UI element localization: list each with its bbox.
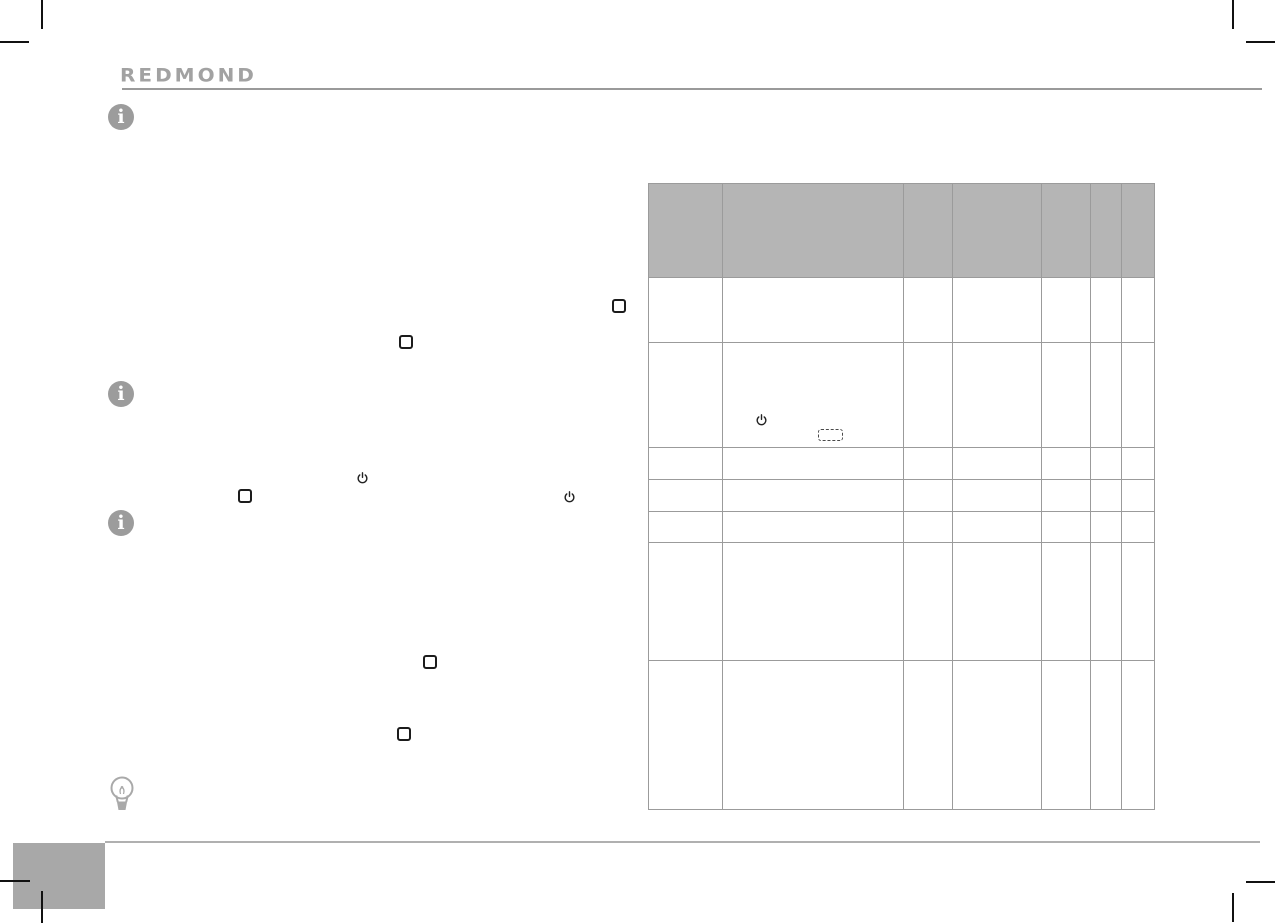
power-icon <box>755 414 768 427</box>
table-cell <box>648 447 723 480</box>
table-cell <box>648 342 723 448</box>
table-cell <box>903 660 953 810</box>
table-row <box>648 479 1155 512</box>
crop-mark-bottom-right-horizontal <box>1246 881 1275 883</box>
table-cell <box>722 277 904 343</box>
table-cell <box>952 277 1042 343</box>
table-cell <box>952 447 1042 480</box>
crop-mark-top-left-vertical <box>41 0 43 29</box>
table-header-cell <box>1041 183 1091 278</box>
button-icon <box>238 489 252 503</box>
info-icon-glyph: i <box>117 105 125 128</box>
table-cell <box>648 542 723 661</box>
crop-mark-top-right-horizontal <box>1246 41 1275 43</box>
table-cell <box>1090 342 1122 448</box>
table-cell <box>722 660 904 810</box>
table-row <box>648 542 1155 661</box>
table-header-cell <box>648 183 723 278</box>
button-icon <box>423 655 437 669</box>
info-icon-glyph: i <box>117 511 125 534</box>
power-icon <box>356 472 369 485</box>
table-cell <box>1041 447 1091 480</box>
crop-mark-bottom-left-horizontal <box>0 880 30 882</box>
crop-mark-top-right-vertical <box>1232 0 1234 29</box>
table-cell <box>722 479 904 512</box>
table-cell <box>1090 660 1122 810</box>
table-cell <box>1041 342 1091 448</box>
table-cell <box>1121 447 1155 480</box>
table-cell <box>1121 277 1155 343</box>
table-cell <box>1121 479 1155 512</box>
table-header-row <box>648 183 1155 278</box>
table-row <box>648 660 1155 810</box>
table-row <box>648 511 1155 543</box>
table-cell <box>648 277 723 343</box>
table-cell <box>1121 342 1155 448</box>
table-cell <box>903 479 953 512</box>
table-cell <box>1041 479 1091 512</box>
crop-mark-bottom-right-vertical <box>1232 893 1234 922</box>
table-cell <box>1121 542 1155 661</box>
table-cell <box>1090 447 1122 480</box>
table-cell <box>1090 511 1122 543</box>
table-cell <box>1121 660 1155 810</box>
programs-table <box>648 183 1155 810</box>
footer-rule <box>105 841 1260 843</box>
button-icon <box>612 299 626 313</box>
header-rule <box>122 88 1262 90</box>
table-cell <box>952 660 1042 810</box>
table-cell <box>722 542 904 661</box>
table-row <box>648 277 1155 343</box>
table-cell <box>952 542 1042 661</box>
table-cell <box>648 479 723 512</box>
table-cell <box>903 277 953 343</box>
table-cell <box>648 511 723 543</box>
table-header-cell <box>952 183 1042 278</box>
table-cell <box>1121 511 1155 543</box>
table-cell <box>1041 511 1091 543</box>
table-cell <box>1041 542 1091 661</box>
redmond-logo: REDMOND <box>120 63 257 87</box>
table-cell <box>722 511 904 543</box>
page-number-box <box>13 843 105 909</box>
info-icon: i <box>108 381 134 407</box>
table-cell <box>1041 277 1091 343</box>
table-header-cell <box>722 183 904 278</box>
table-cell <box>952 511 1042 543</box>
table-cell <box>952 342 1042 448</box>
button-icon <box>397 727 411 741</box>
table-header-cell <box>903 183 953 278</box>
table-header-cell <box>1090 183 1122 278</box>
table-cell <box>648 660 723 810</box>
table-cell <box>1041 660 1091 810</box>
table-cell <box>1090 542 1122 661</box>
table-row <box>648 447 1155 480</box>
table-cell <box>903 542 953 661</box>
table-cell <box>722 447 904 480</box>
table-cell <box>1090 277 1122 343</box>
table-cell <box>903 447 953 480</box>
table-cell <box>722 342 904 448</box>
info-icon: i <box>108 104 134 130</box>
table-cell <box>903 342 953 448</box>
lightbulb-icon <box>107 775 137 815</box>
table-header-cell <box>1121 183 1155 278</box>
power-icon <box>563 491 576 504</box>
crop-mark-bottom-left-vertical <box>41 891 43 923</box>
time-display-icon <box>818 429 843 441</box>
crop-mark-top-left-horizontal <box>0 41 29 43</box>
table-cell <box>903 511 953 543</box>
button-icon <box>399 335 413 349</box>
table-cell <box>1090 479 1122 512</box>
table-row <box>648 342 1155 448</box>
table-cell <box>952 479 1042 512</box>
info-icon: i <box>108 510 134 536</box>
info-icon-glyph: i <box>117 382 125 405</box>
